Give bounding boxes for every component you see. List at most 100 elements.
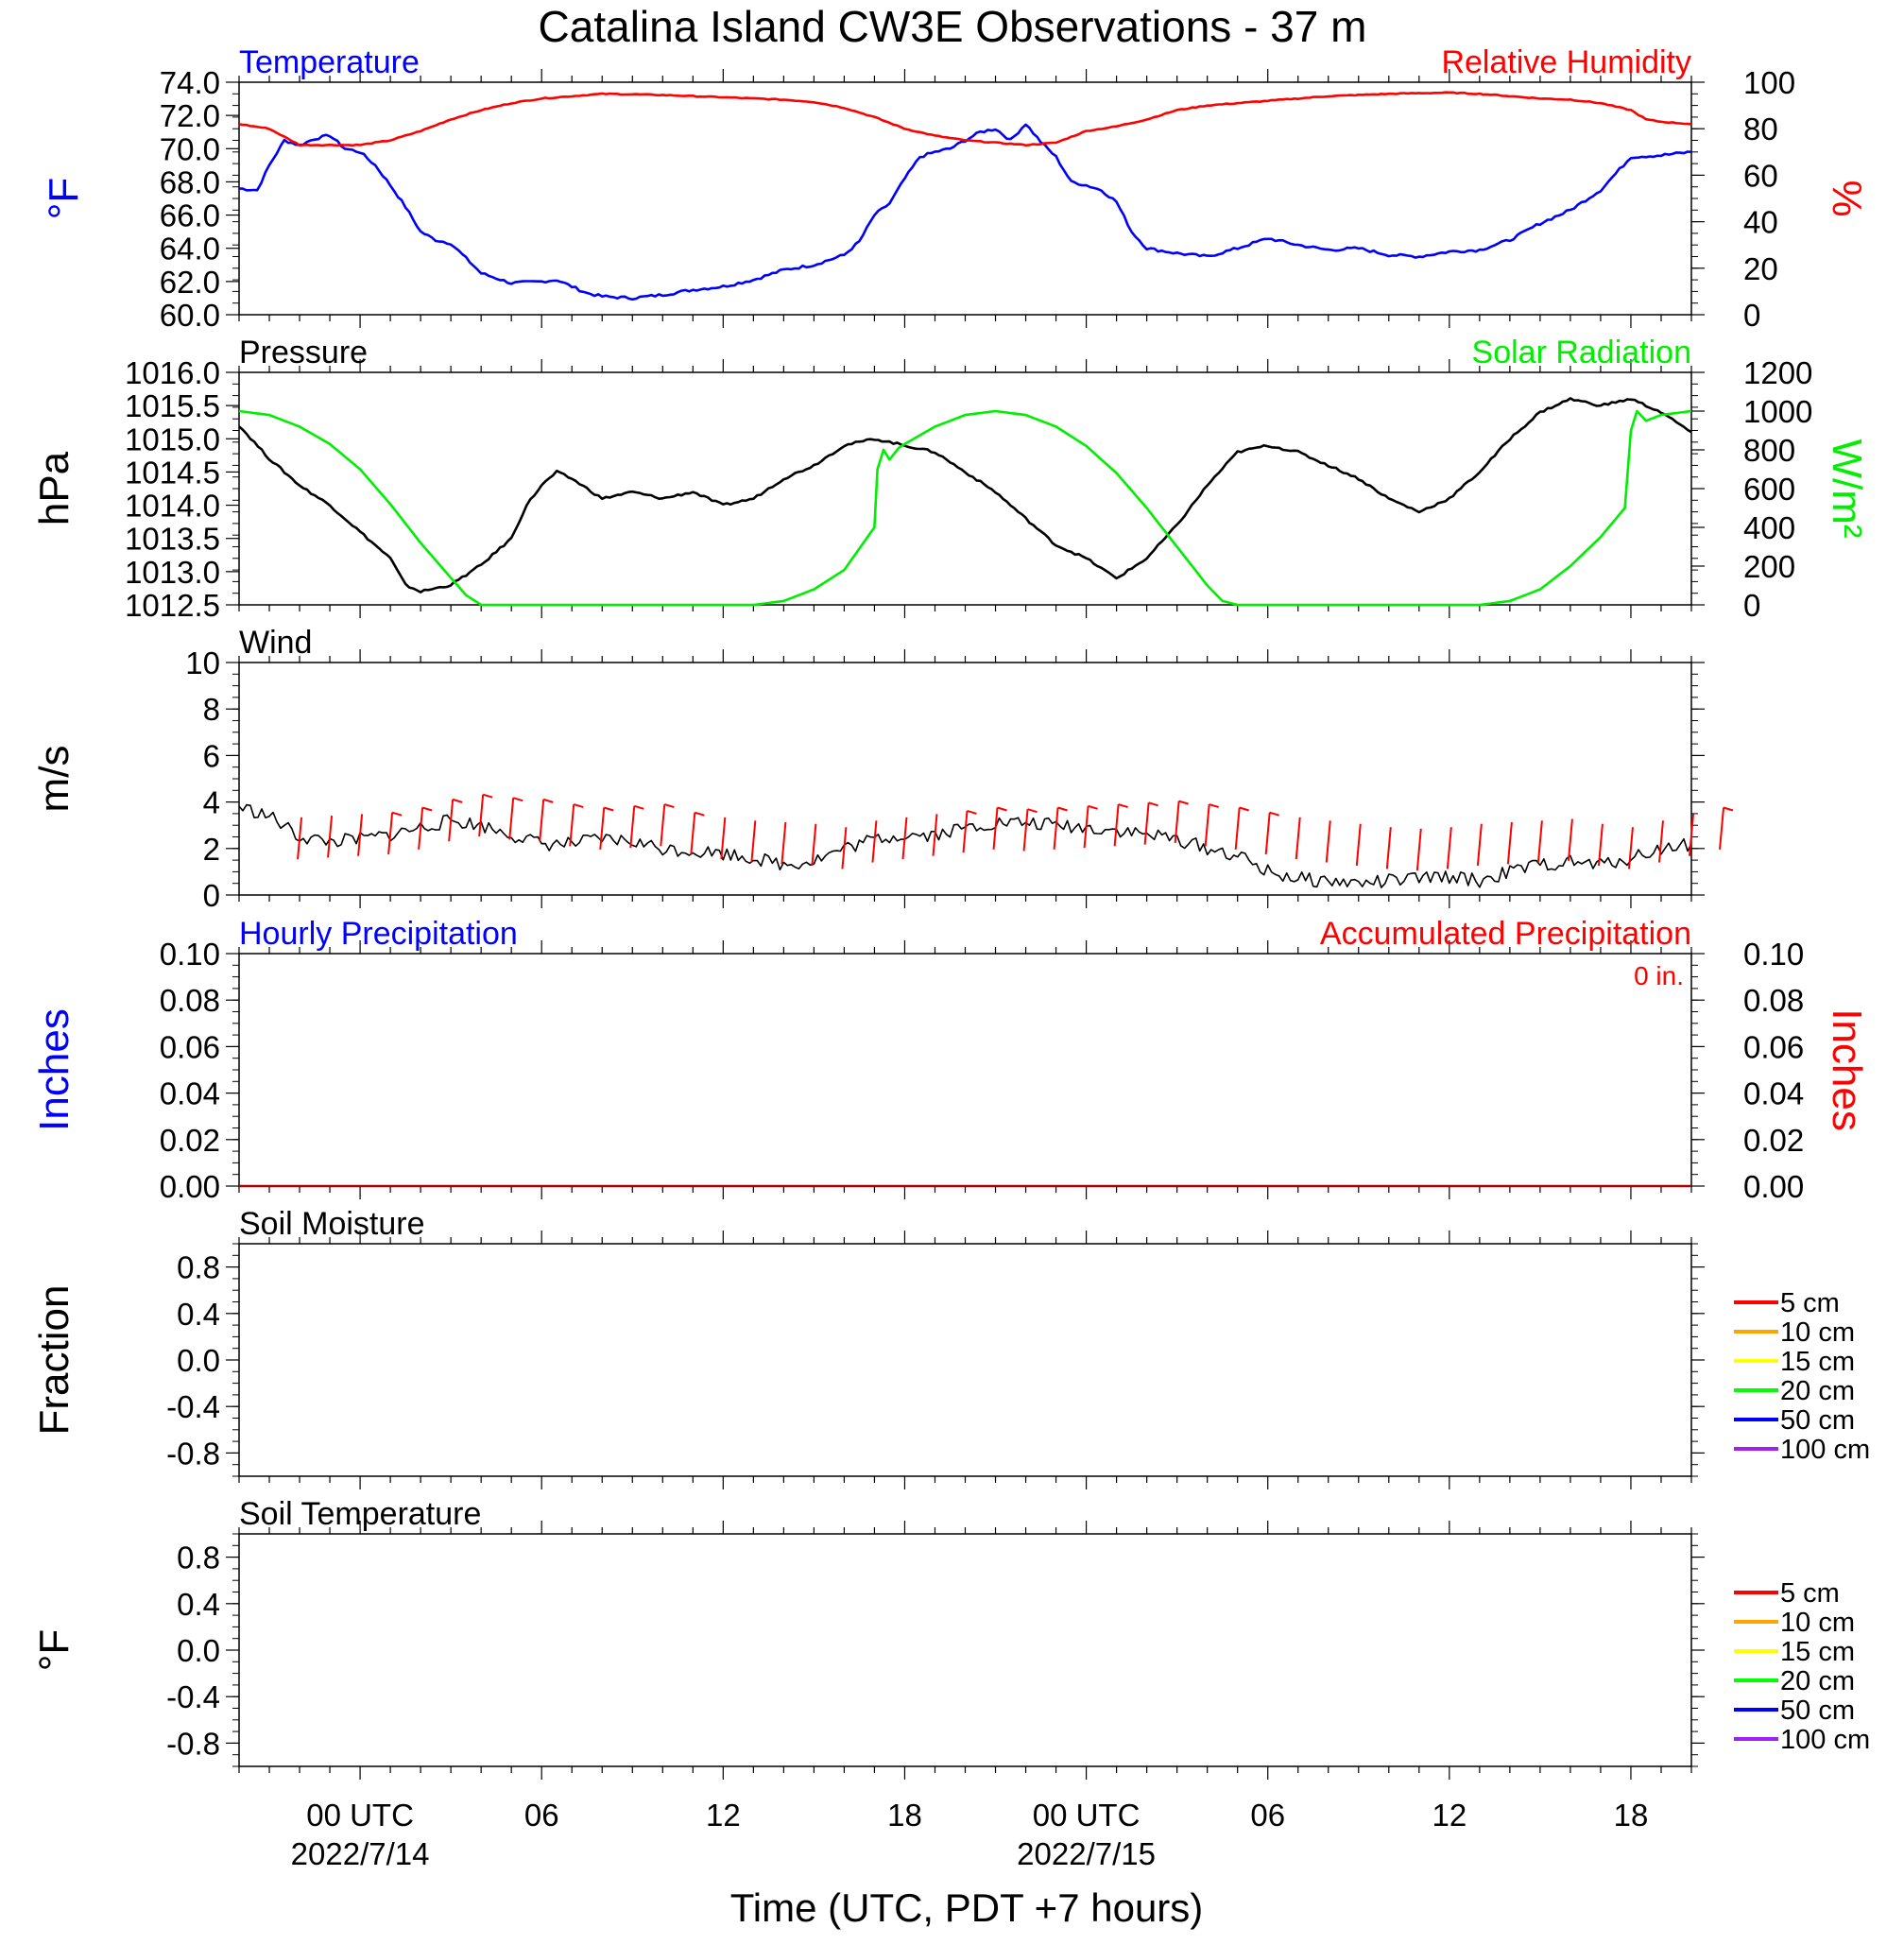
legend-label: 5 cm — [1780, 1288, 1840, 1318]
wind-barb — [1446, 827, 1452, 869]
y-tick-label: 1015.0 — [125, 422, 220, 456]
wind-barb-staff — [1689, 814, 1694, 856]
x-tick-date-label: 2022/7/15 — [1017, 1836, 1156, 1871]
y-tick-label: 0.8 — [177, 1541, 220, 1575]
wind-barb-staff — [1234, 807, 1241, 850]
y-tick-label: -0.4 — [166, 1389, 220, 1424]
wind-barb — [599, 806, 614, 850]
wind-barb-flag — [573, 803, 584, 809]
wind-barb — [448, 798, 463, 842]
panel-soil-moisture: -0.8 -0.4 0.0 0.4 0.8 Soil Moisture Fraction 5 … — [31, 1206, 1870, 1489]
panel-precip: 0.00 0.02 0.04 0.06 0.08 0.10 0.00 0.02 0.04 0.06… — [31, 916, 1870, 1204]
wind-barb-flag — [421, 806, 433, 812]
y-right-tick-label: 40 — [1743, 205, 1778, 240]
wind-barb — [660, 803, 675, 847]
wind-barb — [629, 804, 644, 849]
legend-label: 15 cm — [1780, 1637, 1855, 1667]
y-tick-label: 0.8 — [177, 1250, 220, 1285]
wind-barb-staff — [1385, 827, 1392, 869]
y-tick-label: 1012.5 — [125, 588, 220, 623]
wind-barb-staff — [1506, 821, 1513, 865]
y-tick-label: 0.4 — [177, 1297, 220, 1332]
y-tick-label: 0.08 — [160, 983, 220, 1018]
y-axis-label-left: Inches — [31, 1008, 77, 1131]
wind-barb-staff — [1083, 805, 1089, 849]
wind-barb — [1053, 806, 1068, 850]
y-right-tick-label: 0.08 — [1743, 983, 1804, 1018]
wind-barb — [841, 827, 848, 869]
wind-barb — [1415, 828, 1422, 871]
legend-label: 50 cm — [1780, 1695, 1855, 1726]
wind-barb-staff — [1053, 807, 1059, 850]
y-tick-label: 10 — [185, 645, 220, 680]
y-right-tick-label: 600 — [1743, 472, 1795, 507]
y-right-tick-label: 0.04 — [1743, 1076, 1804, 1111]
wind-barb — [1083, 804, 1098, 849]
wind-barb-flag — [633, 804, 644, 810]
legend-label: 15 cm — [1780, 1347, 1855, 1377]
y-tick-label: 1014.5 — [125, 455, 220, 490]
wind-barb-staff — [1627, 827, 1634, 869]
wind-barb-staff — [1355, 823, 1362, 867]
wind-barb-staff — [1476, 823, 1483, 867]
legend-label: 5 cm — [1780, 1578, 1840, 1609]
wind-barb-flag — [1209, 803, 1219, 809]
y-tick-label: 1013.5 — [125, 522, 220, 557]
chart-panels: 60.062.064.066.068.070.072.074.002040608… — [31, 44, 1870, 1871]
wind-barb-staff — [1657, 820, 1664, 863]
wind-barb-staff — [1143, 802, 1150, 845]
wind-barb-staff — [297, 817, 303, 860]
series-line-solar-radiation — [238, 409, 1692, 607]
y-axis-label-left: hPa — [31, 451, 77, 525]
series-line-relative-humidity — [238, 91, 1692, 147]
wind-barb — [1234, 806, 1249, 850]
wind-barb-staff — [508, 798, 515, 840]
y-tick-label: 0.0 — [177, 1633, 220, 1668]
wind-barb — [811, 823, 817, 867]
wind-barb — [1385, 827, 1392, 869]
wind-barb-staff — [690, 812, 696, 855]
wind-barb — [357, 814, 364, 856]
panel-title-left: Wind — [239, 625, 312, 661]
x-tick-label: 12 — [706, 1798, 741, 1833]
wind-barb-flag — [1057, 806, 1068, 812]
panel-title-right: Accumulated Precipitation — [1320, 916, 1691, 952]
panel-pressure-solar: 1012.51013.01013.51014.01014.51015.01015… — [31, 335, 1870, 623]
y-right-tick-label: 0.06 — [1743, 1029, 1804, 1064]
wind-barb-staff — [932, 814, 938, 856]
wind-barb-flag — [695, 811, 705, 817]
wind-barb — [1355, 823, 1362, 867]
wind-barb — [750, 820, 757, 863]
wind-barb-staff — [357, 814, 364, 856]
wind-barb-staff — [811, 823, 817, 867]
panel-wind: 0 2 4 6 8 10 Wind m/s — [31, 625, 1734, 913]
y-right-tick-label: 0.02 — [1743, 1123, 1804, 1158]
wind-barb — [1174, 800, 1189, 843]
wind-barb — [1022, 808, 1038, 852]
series-line-pressure — [238, 397, 1692, 594]
y-tick-label: -0.8 — [166, 1436, 220, 1471]
wind-barb — [1264, 811, 1279, 855]
wind-barb — [932, 814, 938, 856]
wind-barb-staff — [1113, 803, 1120, 847]
wind-barb-flag — [1148, 801, 1158, 807]
y-tick-label: 0.4 — [177, 1587, 220, 1622]
wind-barb-staff — [992, 807, 999, 850]
y-tick-label: 4 — [203, 785, 220, 820]
panel-title-right: Relative Humidity — [1441, 44, 1691, 80]
y-right-tick-label: 1000 — [1743, 394, 1812, 429]
y-tick-label: 0.04 — [160, 1076, 220, 1111]
wind-barb — [1476, 823, 1483, 867]
x-axis-label: Time (UTC, PDT +7 hours) — [730, 1885, 1204, 1930]
wind-barb-staff — [478, 794, 485, 837]
wind-barb-flag — [452, 798, 463, 803]
wind-barb — [720, 817, 727, 860]
y-right-tick-label: 0 — [1743, 298, 1760, 333]
wind-barb-flag — [1269, 811, 1279, 817]
wind-barb — [1597, 823, 1604, 867]
wind-barb-staff — [1536, 820, 1543, 863]
panel-title-left: Temperature — [239, 44, 420, 80]
wind-barb-flag — [1178, 800, 1189, 805]
y-tick-label: 8 — [203, 692, 220, 727]
